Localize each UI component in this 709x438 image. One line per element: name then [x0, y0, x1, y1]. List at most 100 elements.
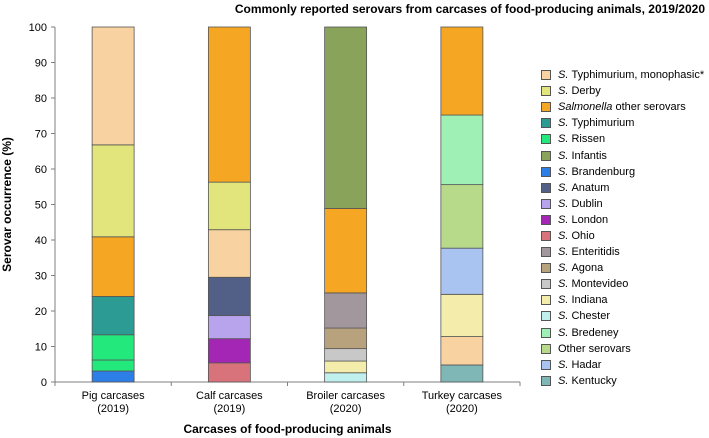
- legend-label-prefix: S.: [558, 213, 569, 226]
- legend-label: Typhimurium: [568, 117, 635, 130]
- legend-swatch: [541, 279, 551, 290]
- legend-label-prefix: S.: [558, 262, 569, 275]
- legend-label: Other serovars: [558, 342, 631, 355]
- legend-label-prefix: S.: [558, 229, 569, 242]
- bar-segment: [440, 364, 484, 383]
- bar-segment: [440, 184, 484, 249]
- y-tick-label: 100: [29, 22, 47, 34]
- chart-title: Commonly reported serovars from carcases…: [234, 2, 705, 16]
- legend-item: S. Rissen: [541, 131, 704, 147]
- x-tick-label: (2019): [213, 403, 245, 415]
- legend-label: Hadar: [568, 358, 602, 371]
- legend-swatch: [541, 214, 551, 225]
- legend-label: Kentucky: [568, 374, 617, 387]
- bar-segment: [440, 26, 484, 116]
- bar-segment: [91, 296, 135, 336]
- legend-label-prefix: S.: [558, 117, 569, 130]
- legend-item: Salmonella other serovars: [541, 99, 704, 115]
- y-axis-title: Serovar occurrence (%): [0, 137, 14, 272]
- legend-swatch: [541, 86, 551, 97]
- legend-swatch: [541, 247, 551, 258]
- legend-swatch: [541, 327, 551, 338]
- bar-segment: [324, 372, 368, 383]
- bar-segment: [207, 276, 251, 317]
- legend-swatch: [541, 134, 551, 145]
- legend-swatch: [541, 118, 551, 129]
- legend-swatch: [541, 343, 551, 354]
- legend-swatch: [541, 166, 551, 177]
- legend-label-prefix: S.: [558, 133, 569, 146]
- legend-label: London: [568, 213, 609, 226]
- legend-item: S. Enteritidis: [541, 244, 704, 260]
- bar-segment: [207, 338, 251, 364]
- legend-swatch: [541, 311, 551, 322]
- legend: S. Typhimurium, monophasic* S. Derby Salmo…: [541, 67, 704, 389]
- legend-swatch: [541, 70, 551, 81]
- bar-segment: [324, 348, 368, 362]
- y-tick-label: 70: [35, 129, 47, 141]
- legend-label: Enteritidis: [568, 246, 620, 259]
- legend-label-prefix: S.: [558, 197, 569, 210]
- legend-label-prefix: S.: [558, 278, 569, 291]
- x-tick-label: (2020): [330, 403, 362, 415]
- legend-label-prefix: S.: [558, 246, 569, 259]
- legend-swatch: [541, 102, 551, 113]
- legend-item: S. Infantis: [541, 147, 704, 163]
- legend-label: Typhimurium, monophasic*: [568, 69, 705, 82]
- legend-item: S. Typhimurium, monophasic*: [541, 67, 704, 83]
- bar-segment: [91, 370, 135, 383]
- legend-label: Agona: [568, 262, 604, 275]
- legend-item: S. Indiana: [541, 292, 704, 308]
- legend-label: Dublin: [568, 197, 603, 210]
- bar-segment: [91, 144, 135, 238]
- legend-label-prefix: S.: [558, 149, 569, 162]
- legend-label-prefix: S.: [558, 374, 569, 387]
- bar-segment: [324, 292, 368, 329]
- bar-segment: [324, 208, 368, 294]
- legend-label-prefix: S.: [558, 310, 569, 323]
- y-tick-label: 30: [35, 271, 47, 283]
- y-tick-label: 50: [35, 200, 47, 212]
- legend-swatch: [541, 198, 551, 209]
- legend-item: S. Agona: [541, 260, 704, 276]
- legend-label: Infantis: [568, 149, 607, 162]
- legend-label-prefix: S.: [558, 326, 569, 339]
- legend-item: S. Dublin: [541, 196, 704, 212]
- legend-swatch: [541, 359, 551, 370]
- bars: [91, 26, 484, 383]
- legend-item: Other serovars: [541, 341, 704, 357]
- bar-segment: [207, 315, 251, 340]
- legend-label: Derby: [568, 85, 601, 98]
- legend-item: S. Ohio: [541, 228, 704, 244]
- legend-label-prefix: S.: [558, 165, 569, 178]
- bar-segment: [440, 114, 484, 186]
- bar-segment: [207, 229, 251, 278]
- legend-swatch: [541, 263, 551, 274]
- bar-segment: [324, 26, 368, 209]
- legend-swatch: [541, 150, 551, 161]
- legend-item: S. Hadar: [541, 357, 704, 373]
- legend-label: Ohio: [568, 229, 595, 242]
- bar-segment: [207, 181, 251, 231]
- y-tick-label: 90: [35, 58, 47, 70]
- x-tick-label: Calf carcases: [196, 390, 263, 402]
- legend-swatch: [541, 182, 551, 193]
- bar-segment: [91, 26, 135, 146]
- y-tick-label: 40: [35, 235, 47, 247]
- legend-swatch: [541, 295, 551, 306]
- bar-segment: [207, 26, 251, 183]
- legend-label: Montevideo: [568, 278, 629, 291]
- legend-label-prefix: S.: [558, 358, 569, 371]
- legend-swatch: [541, 375, 551, 386]
- legend-label: Rissen: [568, 133, 606, 146]
- bar-segment: [207, 362, 251, 383]
- legend-item: S. Kentucky: [541, 373, 704, 389]
- x-tick-label: Turkey carcases: [422, 390, 503, 402]
- x-tick-label: (2020): [446, 403, 478, 415]
- legend-label-prefix: S.: [558, 294, 569, 307]
- legend-item: S. Montevideo: [541, 276, 704, 292]
- bar-segment: [91, 359, 135, 372]
- legend-label: Chester: [568, 310, 610, 323]
